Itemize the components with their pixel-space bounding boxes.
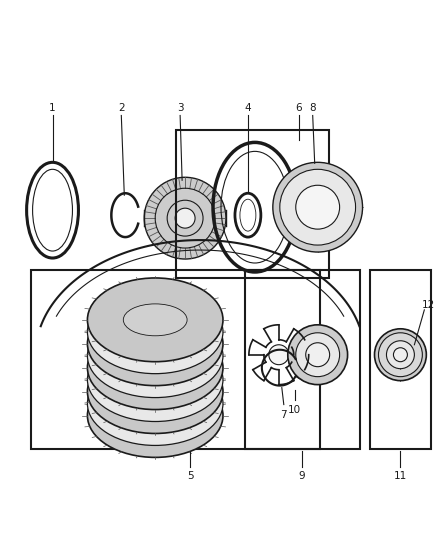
Ellipse shape <box>88 338 223 422</box>
Ellipse shape <box>175 208 195 228</box>
Ellipse shape <box>88 314 223 398</box>
Bar <box>31 270 320 449</box>
Text: 4: 4 <box>244 102 251 112</box>
Bar <box>370 270 431 449</box>
Ellipse shape <box>393 348 407 362</box>
Ellipse shape <box>280 169 356 245</box>
Ellipse shape <box>167 200 203 236</box>
Ellipse shape <box>124 400 187 432</box>
Ellipse shape <box>386 341 414 369</box>
Ellipse shape <box>124 364 187 395</box>
Ellipse shape <box>88 350 223 433</box>
Ellipse shape <box>124 387 187 419</box>
Ellipse shape <box>273 163 363 252</box>
Ellipse shape <box>144 177 226 259</box>
Ellipse shape <box>88 362 223 446</box>
Ellipse shape <box>88 374 223 457</box>
Text: 2: 2 <box>118 102 125 112</box>
Ellipse shape <box>124 376 187 408</box>
Bar <box>176 131 328 278</box>
Text: 7: 7 <box>280 409 287 419</box>
Ellipse shape <box>306 343 330 367</box>
Ellipse shape <box>288 325 348 385</box>
Text: 10: 10 <box>288 405 301 415</box>
Text: 5: 5 <box>187 471 194 481</box>
Ellipse shape <box>269 345 289 365</box>
Text: 8: 8 <box>309 102 316 112</box>
Ellipse shape <box>378 333 422 377</box>
Ellipse shape <box>296 185 339 229</box>
Text: 9: 9 <box>298 471 305 481</box>
Text: 11: 11 <box>394 471 407 481</box>
Text: 12: 12 <box>422 300 435 310</box>
Ellipse shape <box>374 329 426 381</box>
Ellipse shape <box>88 302 223 385</box>
Ellipse shape <box>124 316 187 348</box>
Text: 6: 6 <box>296 102 302 112</box>
Ellipse shape <box>88 326 223 409</box>
Ellipse shape <box>88 278 223 362</box>
Ellipse shape <box>124 304 187 336</box>
Text: 1: 1 <box>49 102 56 112</box>
Bar <box>245 270 360 449</box>
Ellipse shape <box>296 333 339 377</box>
Ellipse shape <box>124 328 187 360</box>
Ellipse shape <box>124 340 187 372</box>
Text: 3: 3 <box>177 102 184 112</box>
Ellipse shape <box>124 352 187 384</box>
Ellipse shape <box>88 290 223 374</box>
